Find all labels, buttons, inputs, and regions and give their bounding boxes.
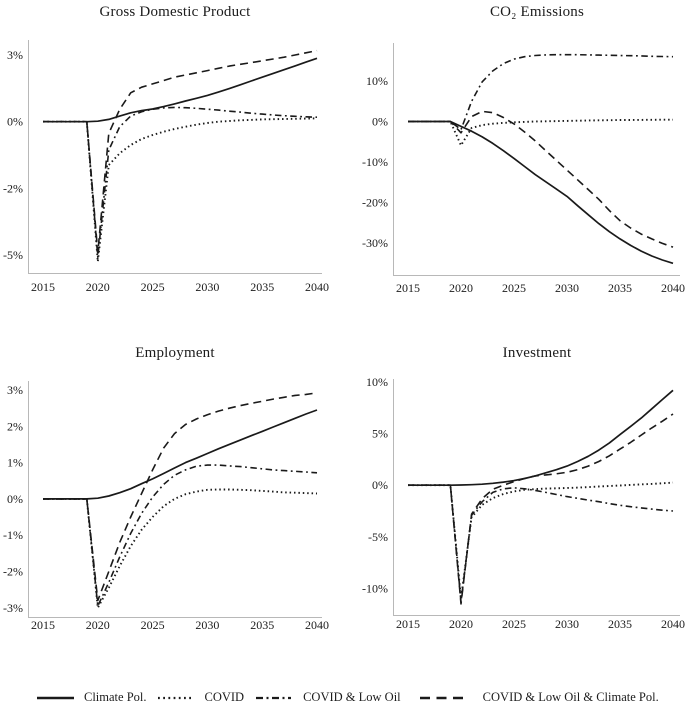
legend-item-climate-pol: Climate Pol. — [37, 690, 147, 705]
y-tick-label: 0% — [7, 492, 23, 506]
axis-lines — [393, 379, 680, 616]
y-tick-label: -10% — [362, 155, 388, 169]
legend-label-covid-low-oil-climate-pol: COVID & Low Oil & Climate Pol. — [482, 690, 659, 704]
x-tick-label: 2020 — [449, 281, 473, 295]
y-tick-label: 0% — [372, 115, 388, 129]
chart-canvas-co2-emissions: 10% 0% -10% -20% -30% 2015 2020 2025 2030 2035 204… — [362, 43, 685, 295]
x-tick-label: 2040 — [661, 617, 685, 631]
series-line-solid — [408, 120, 674, 265]
y-tick-label: 5% — [372, 427, 388, 441]
y-tick-label: -2% — [3, 181, 23, 195]
legend-item-covid: COVID — [157, 690, 245, 705]
x-tick-label: 2025 — [502, 281, 526, 295]
x-tick-label: 2025 — [502, 617, 526, 631]
y-tick-label: 3% — [7, 48, 23, 62]
chart-title-co2-emissions: CO₂ Emissions — [489, 4, 585, 20]
y-tick-label: 0% — [7, 115, 23, 129]
x-tick-label: 2020 — [86, 280, 110, 294]
legend-item-covid-low-oil-climate-pol: COVID & Low Oil & Climate Pol. — [419, 690, 659, 705]
chart-title-gdp: Gross Domestic Product — [99, 4, 251, 20]
axis-lines — [393, 43, 680, 276]
y-tick-label: 10% — [366, 375, 388, 389]
x-tick-label: 2035 — [250, 618, 274, 632]
legend-label-covid-low-oil: COVID & Low Oil — [303, 690, 401, 704]
y-tick-label: -2% — [3, 565, 23, 579]
series-line-solid — [43, 57, 318, 123]
series-line-dashdot — [43, 464, 318, 607]
legend: Climate Pol. COVID COVID & Low Oil COVID… — [37, 688, 659, 707]
series-line-dashdot — [408, 53, 674, 131]
x-tick-label: 2030 — [555, 281, 579, 295]
chart-employment: Employment 3% 2% 1% 0% -1% -2% -3% 2015 2020 2025… — [0, 330, 345, 660]
x-tick-label: 2030 — [555, 617, 579, 631]
x-tick-label: 2020 — [449, 617, 473, 631]
series-line-dotted — [43, 488, 318, 609]
chart-canvas-employment: 3% 2% 1% 0% -1% -2% -3% 2015 2020 2025 2030 2035 204… — [3, 381, 329, 632]
series-line-solid — [408, 389, 674, 487]
x-tick-label: 2015 — [396, 281, 420, 295]
series-line-dashed — [408, 413, 674, 605]
y-tick-label: -5% — [3, 248, 23, 262]
chart-canvas-gdp: 3% 0% -2% -5% 2015 2020 2025 2030 2035 2040 — [3, 40, 329, 294]
y-tick-label: -30% — [362, 236, 388, 250]
y-tick-label: 10% — [366, 74, 388, 88]
legend-label-climate-pol: Climate Pol. — [84, 690, 147, 704]
legend-item-covid-low-oil: COVID & Low Oil — [256, 690, 401, 705]
y-tick-label: 2% — [7, 419, 23, 433]
x-tick-label: 2035 — [608, 617, 632, 631]
x-tick-label: 2025 — [141, 618, 165, 632]
x-tick-label: 2025 — [141, 280, 165, 294]
solid-line-sample-icon — [37, 696, 74, 699]
x-tick-label: 2040 — [305, 280, 329, 294]
x-tick-label: 2035 — [608, 281, 632, 295]
x-tick-label: 2015 — [31, 280, 55, 294]
y-tick-label: -10% — [362, 581, 388, 595]
chart-gdp: Gross Domestic Product 3% 0% -2% -5% 2015 202… — [0, 0, 345, 330]
series-line-dashed — [408, 110, 674, 248]
x-tick-label: 2015 — [396, 617, 420, 631]
series-line-solid — [43, 409, 318, 500]
x-tick-label: 2030 — [195, 618, 219, 632]
y-tick-label: 0% — [372, 478, 388, 492]
y-tick-label: 3% — [7, 383, 23, 397]
series-line-dotted — [408, 118, 673, 147]
dashdot-line-sample-icon — [256, 696, 292, 699]
x-tick-label: 2015 — [31, 618, 55, 632]
y-tick-label: -1% — [3, 528, 23, 542]
x-tick-label: 2040 — [661, 281, 685, 295]
series-line-dashdot — [43, 106, 318, 258]
dashed-line-sample-icon — [419, 696, 465, 699]
chart-title-investment: Investment — [502, 345, 572, 361]
chart-canvas-investment: 10% 5% 0% -5% -10% 2015 2020 2025 2030 2035 2040 — [362, 375, 685, 631]
axis-lines — [28, 381, 322, 618]
y-tick-label: -20% — [362, 196, 388, 210]
series-line-dashdot — [408, 484, 674, 603]
y-tick-label: 1% — [7, 456, 23, 470]
legend-label-covid: COVID — [204, 690, 245, 704]
series-line-dashed — [43, 392, 318, 602]
series-line-dotted — [43, 117, 318, 263]
x-tick-label: 2035 — [250, 280, 274, 294]
chart-co2-emissions: CO₂ Emissions 10% 0% -10% -20% -30% 2015 2020 2… — [345, 0, 690, 330]
chart-investment: Investment 10% 5% 0% -5% -10% 2015 2020 2025 203… — [345, 330, 690, 660]
x-tick-label: 2040 — [305, 618, 329, 632]
series-line-dashed — [43, 49, 318, 254]
chart-title-employment: Employment — [135, 345, 215, 361]
dotted-line-sample-icon — [157, 696, 193, 699]
y-tick-label: -3% — [3, 601, 23, 615]
x-tick-label: 2020 — [86, 618, 110, 632]
x-tick-label: 2030 — [195, 280, 219, 294]
series-line-dotted — [408, 481, 674, 600]
axis-lines — [28, 40, 322, 274]
y-tick-label: -5% — [368, 530, 388, 544]
